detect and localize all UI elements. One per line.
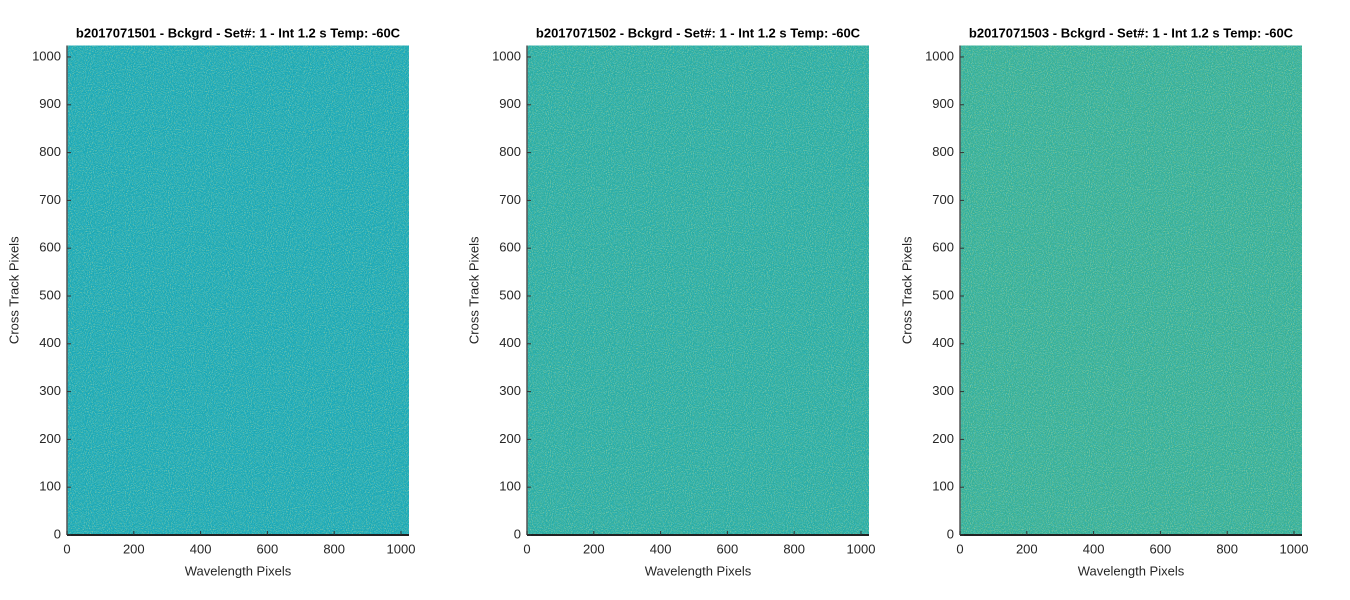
- plot-panel: 0 100 200 300 400 500 600 700 800 900 1000 0 200 400 6…: [466, 25, 875, 578]
- x-tick-label: 600: [1150, 541, 1172, 556]
- y-axis-label: Cross Track Pixels: [466, 236, 481, 344]
- y-tick-label: 100: [932, 479, 954, 494]
- y-tick-label: 0: [947, 526, 954, 541]
- x-axis-label: Wavelength Pixels: [185, 563, 292, 578]
- y-tick-label: 600: [932, 240, 954, 255]
- image-noise: [960, 45, 1302, 535]
- y-tick-label: 200: [39, 431, 61, 446]
- y-tick-label: 600: [39, 240, 61, 255]
- x-axis-label: Wavelength Pixels: [645, 563, 752, 578]
- y-tick-label: 0: [514, 526, 521, 541]
- y-tick-label: 400: [932, 335, 954, 350]
- y-axis-label: Cross Track Pixels: [6, 236, 21, 344]
- y-tick-label: 500: [39, 287, 61, 302]
- y-tick-label: 700: [499, 192, 521, 207]
- y-tick-label: 300: [932, 383, 954, 398]
- x-tick-label: 0: [956, 541, 963, 556]
- image-noise: [67, 45, 409, 535]
- y-tick-label: 900: [39, 96, 61, 111]
- x-tick-label: 1000: [387, 541, 416, 556]
- x-tick-label: 600: [717, 541, 739, 556]
- y-tick-label: 800: [499, 144, 521, 159]
- y-tick-label: 200: [932, 431, 954, 446]
- y-tick-label: 1000: [925, 48, 954, 63]
- x-tick-label: 400: [650, 541, 672, 556]
- x-tick-label: 200: [1016, 541, 1038, 556]
- x-tick-label: 1000: [1280, 541, 1309, 556]
- plot-panel: 0 100 200 300 400 500 600 700 800 900 1000 0 200 400 6…: [6, 25, 415, 578]
- x-axis-label: Wavelength Pixels: [1078, 563, 1185, 578]
- chart-title: b2017071502 - Bckgrd - Set#: 1 - Int 1.2…: [536, 25, 861, 40]
- x-tick-label: 800: [323, 541, 345, 556]
- y-tick-label: 0: [54, 526, 61, 541]
- y-tick-label: 1000: [492, 48, 521, 63]
- y-tick-label: 100: [499, 479, 521, 494]
- y-tick-label: 200: [499, 431, 521, 446]
- x-tick-label: 400: [1083, 541, 1105, 556]
- y-tick-label: 300: [499, 383, 521, 398]
- x-tick-label: 800: [1216, 541, 1238, 556]
- y-tick-label: 400: [39, 335, 61, 350]
- y-tick-label: 700: [932, 192, 954, 207]
- y-tick-label: 400: [499, 335, 521, 350]
- chart-title: b2017071501 - Bckgrd - Set#: 1 - Int 1.2…: [76, 25, 401, 40]
- x-tick-label: 0: [63, 541, 70, 556]
- x-tick-label: 800: [783, 541, 805, 556]
- y-tick-label: 600: [499, 240, 521, 255]
- image-noise: [527, 45, 869, 535]
- y-tick-label: 100: [39, 479, 61, 494]
- y-tick-label: 900: [932, 96, 954, 111]
- y-tick-label: 500: [499, 287, 521, 302]
- plot-panel: 0 100 200 300 400 500 600 700 800 900 1000 0 200 400 6…: [899, 25, 1308, 578]
- y-tick-label: 500: [932, 287, 954, 302]
- x-tick-label: 1000: [847, 541, 876, 556]
- x-tick-label: 600: [257, 541, 279, 556]
- chart-title: b2017071503 - Bckgrd - Set#: 1 - Int 1.2…: [969, 25, 1294, 40]
- y-tick-label: 900: [499, 96, 521, 111]
- y-tick-label: 800: [39, 144, 61, 159]
- y-tick-label: 700: [39, 192, 61, 207]
- x-tick-label: 400: [190, 541, 212, 556]
- y-tick-label: 800: [932, 144, 954, 159]
- x-tick-label: 200: [123, 541, 145, 556]
- y-tick-label: 300: [39, 383, 61, 398]
- x-tick-label: 200: [583, 541, 605, 556]
- y-tick-label: 1000: [32, 48, 61, 63]
- x-tick-label: 0: [523, 541, 530, 556]
- y-axis-label: Cross Track Pixels: [899, 236, 914, 344]
